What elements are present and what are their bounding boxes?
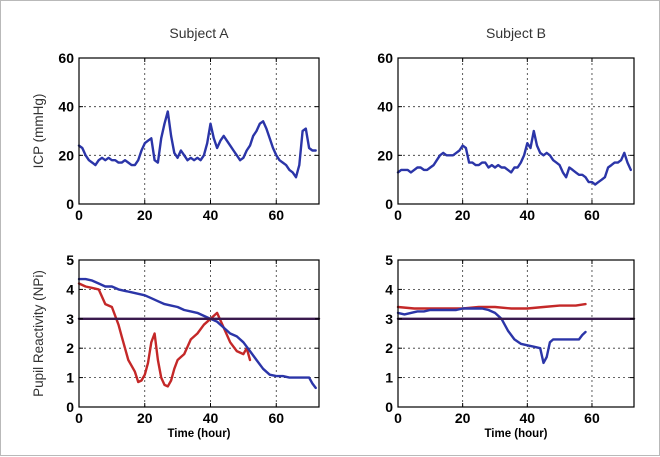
y-tick-label: 1 [66, 370, 74, 386]
y-tick-label: 0 [385, 399, 393, 415]
x-tick-label: 20 [455, 207, 471, 223]
y-tick-label: 0 [66, 399, 74, 415]
plot-frame [78, 57, 320, 205]
x-tick-label: 40 [203, 207, 219, 223]
y-tick-label: 2 [66, 340, 74, 356]
x-tick-label: 40 [203, 410, 219, 426]
series-line-1 [77, 110, 317, 179]
x-tick-label: 0 [394, 410, 402, 426]
y-tick-label: 1 [385, 370, 393, 386]
y-tick-label: 2 [385, 340, 393, 356]
x-tick-label: 20 [455, 410, 471, 426]
y-tick-label: 40 [58, 99, 74, 115]
panel-title: Subject A [169, 25, 229, 41]
chart-panel-4: 0 20 40 60 0 1 2 3 4 5 Time (hour) [385, 252, 636, 440]
x-tick-label: 60 [584, 410, 600, 426]
x-tick-label: 60 [268, 410, 284, 426]
y-axis-label: ICP (mmHg) [31, 94, 46, 169]
x-tick-label: 0 [75, 410, 83, 426]
y-tick-label: 20 [377, 147, 393, 163]
x-axis-label: Time (hour) [484, 428, 547, 440]
plot-area [79, 260, 319, 407]
chart-panel-2: 0 20 40 60 0 20 40 60 Subject B [377, 25, 635, 223]
series-line-2 [77, 277, 317, 390]
y-tick-label: 3 [385, 311, 393, 327]
x-tick-label: 60 [584, 207, 600, 223]
x-tick-label: 0 [75, 207, 83, 223]
y-tick-label: 5 [66, 252, 74, 268]
plot-area [398, 260, 634, 407]
y-tick-label: 0 [385, 196, 393, 212]
series-line-1 [396, 302, 587, 310]
chart-panel-3: 0 20 40 60 0 1 2 3 4 5 Pupil Reactivity (NPi) Time … [31, 252, 321, 440]
chart-panel-1: 0 20 40 60 0 20 40 60 Subject A ICP (mmHg) [31, 25, 320, 223]
y-tick-label: 60 [58, 50, 74, 66]
y-tick-label: 4 [385, 281, 393, 297]
plot-frame [78, 259, 320, 408]
plot-frame [397, 259, 635, 408]
x-tick-label: 40 [520, 207, 536, 223]
y-tick-label: 3 [66, 311, 74, 327]
y-tick-label: 40 [377, 99, 393, 115]
y-tick-label: 20 [58, 147, 74, 163]
panel-title: Subject B [486, 25, 546, 41]
y-tick-label: 0 [66, 196, 74, 212]
plot-frame [397, 57, 635, 205]
plot-area [79, 58, 319, 204]
x-tick-label: 60 [268, 207, 284, 223]
x-tick-label: 20 [137, 207, 153, 223]
series-line-1 [396, 129, 632, 186]
y-tick-label: 5 [385, 252, 393, 268]
y-axis-label: Pupil Reactivity (NPi) [31, 270, 46, 397]
x-tick-label: 20 [137, 410, 153, 426]
y-tick-label: 4 [66, 281, 74, 297]
x-tick-label: 40 [520, 410, 536, 426]
x-axis-label: Time (hour) [167, 428, 230, 440]
series-line-1 [77, 282, 252, 388]
plot-area [398, 58, 634, 204]
x-tick-label: 0 [394, 207, 402, 223]
y-tick-label: 60 [377, 50, 393, 66]
